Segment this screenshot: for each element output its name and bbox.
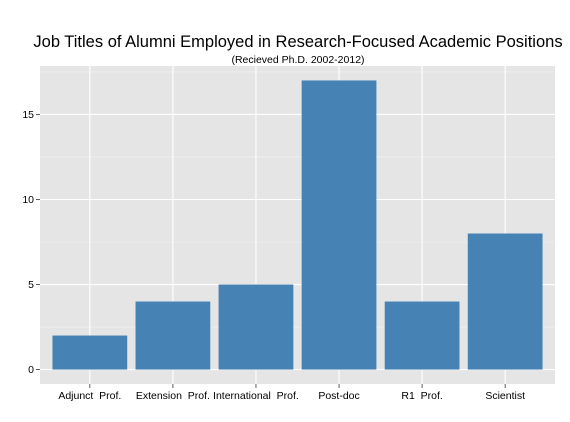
x-tick-label: R1 Prof.: [401, 390, 442, 402]
x-tick-label: Scientist: [485, 390, 525, 402]
bar: [301, 80, 377, 370]
bar: [218, 284, 294, 370]
y-tick-label: 10: [22, 194, 34, 206]
x-tick-label: Adjunct Prof.: [58, 390, 121, 402]
chart-subtitle: (Recieved Ph.D. 2002-2012): [231, 54, 364, 66]
y-axis: 0 5 10 15: [22, 109, 40, 376]
bar: [384, 301, 460, 370]
bars: [52, 80, 543, 370]
x-tick-label: Extension Prof.: [136, 390, 210, 402]
bar: [52, 335, 128, 370]
bar: [467, 233, 543, 370]
y-tick-label: 5: [28, 279, 34, 291]
y-tick-label: 0: [28, 364, 34, 376]
y-tick-label: 15: [22, 109, 34, 121]
x-tick-label: International Prof.: [213, 390, 299, 402]
x-tick-label: Post-doc: [318, 390, 359, 402]
bar: [135, 301, 211, 370]
x-axis: Adjunct Prof. Extension Prof. Internationa…: [58, 384, 525, 402]
chart-title: Job Titles of Alumni Employed in Researc…: [33, 33, 562, 51]
